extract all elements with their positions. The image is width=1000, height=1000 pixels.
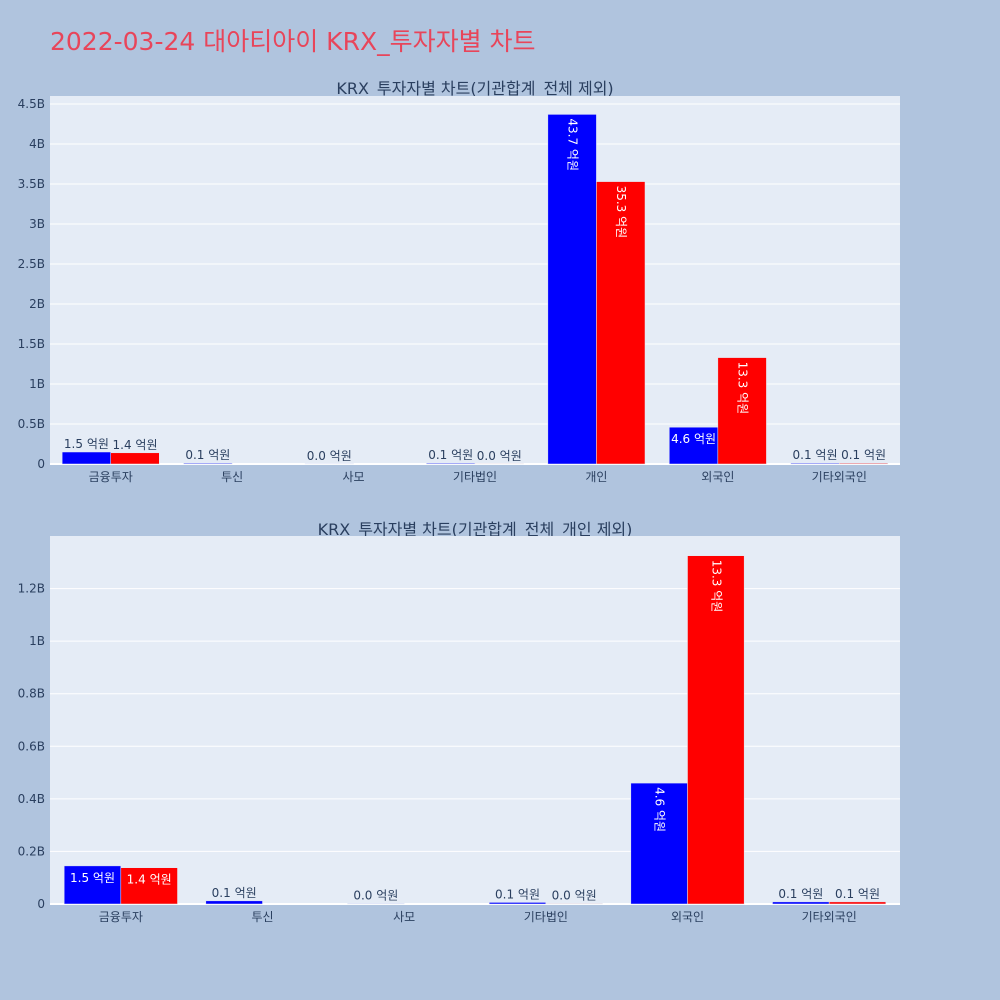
- bar: [839, 462, 889, 465]
- y-tick-label: 4B: [29, 137, 45, 151]
- bar: [687, 555, 745, 905]
- data-label: 1.5 억원: [70, 871, 115, 885]
- data-label: 13.3 억원: [736, 362, 750, 415]
- x-tick-label: 개인: [585, 470, 607, 484]
- bar: [717, 357, 767, 465]
- bar: [120, 867, 178, 905]
- data-label: 0.0 억원: [307, 449, 352, 463]
- bar: [828, 901, 887, 905]
- data-label: 0.1 억원: [778, 887, 823, 901]
- x-tick-label: 기타외국인: [812, 470, 867, 484]
- data-label: 0.1 억원: [793, 448, 838, 462]
- bar: [205, 900, 263, 905]
- x-tick-label: 투신: [251, 910, 273, 924]
- x-tick-label: 기타법인: [524, 910, 568, 924]
- x-tick-label: 사모: [343, 470, 365, 484]
- data-label: 0.0 억원: [552, 888, 597, 902]
- y-tick-label: 0.4B: [18, 792, 45, 806]
- data-label: 0.1 억원: [212, 886, 257, 900]
- y-tick-label: 3.5B: [18, 177, 45, 191]
- data-label: 4.6 억원: [653, 787, 667, 832]
- y-tick-label: 2B: [29, 297, 45, 311]
- data-label: 0.0 억원: [353, 888, 398, 902]
- bar: [110, 452, 160, 465]
- x-tick-label: 사모: [393, 910, 415, 924]
- chart-all-investors: KRX_투자자별 차트(기관합계_전체 제외) 0 0.5B 1B 1.5B 2B 2.5B…: [18, 79, 900, 484]
- x-tick-label: 기타법인: [453, 470, 497, 484]
- bar: [63, 865, 122, 905]
- plot-area: [50, 536, 900, 904]
- x-tick-label: 투신: [221, 470, 243, 484]
- data-label: 0.1 억원: [835, 887, 880, 901]
- data-label: 43.7 억원: [566, 118, 580, 171]
- bar: [545, 903, 603, 905]
- y-tick-label: 0.6B: [18, 739, 45, 753]
- y-tick-label: 0: [37, 457, 45, 471]
- y-tick-label: 0.5B: [18, 417, 45, 431]
- data-label: 13.3 억원: [709, 560, 723, 613]
- y-tick-label: 1.5B: [18, 337, 45, 351]
- chart-title: KRX_투자자별 차트(기관합계_전체 제외): [336, 79, 613, 99]
- y-tick-label: 1B: [29, 634, 45, 648]
- y-tick-label: 1B: [29, 377, 45, 391]
- y-tick-label: 0: [37, 897, 45, 911]
- x-tick-label: 기타외국인: [802, 910, 857, 924]
- x-tick-label: 외국인: [701, 470, 734, 484]
- bar: [596, 181, 646, 465]
- x-tick-label: 금융투자: [89, 470, 133, 484]
- data-label: 4.6 억원: [671, 432, 716, 446]
- data-label: 0.1 억원: [495, 887, 540, 901]
- y-tick-label: 1.2B: [18, 582, 45, 596]
- bar: [772, 901, 830, 905]
- y-tick-label: 0.2B: [18, 844, 45, 858]
- data-label: 0.1 억원: [841, 448, 886, 462]
- y-tick-label: 0.8B: [18, 687, 45, 701]
- y-tick-label: 2.5B: [18, 257, 45, 271]
- bar: [183, 462, 233, 465]
- bar: [488, 902, 547, 905]
- page-title: 2022-03-24 대아티아이 KRX_투자자별 차트: [50, 27, 536, 56]
- y-tick-label: 4.5B: [18, 97, 45, 111]
- data-label: 35.3 억원: [614, 186, 628, 239]
- data-label: 0.1 억원: [428, 448, 473, 462]
- bar: [347, 903, 405, 905]
- bar: [630, 782, 688, 905]
- data-label: 1.4 억원: [113, 438, 158, 452]
- x-tick-label: 외국인: [671, 910, 704, 924]
- y-tick-label: 3B: [29, 217, 45, 231]
- chart-title: KRX_투자자별 차트(기관합계_전체_개인 제외): [318, 520, 633, 540]
- data-label: 1.5 억원: [64, 437, 109, 451]
- bar: [669, 426, 719, 465]
- bar: [547, 114, 597, 465]
- data-label: 1.4 억원: [127, 873, 172, 887]
- data-label: 0.0 억원: [477, 449, 522, 463]
- x-tick-label: 금융투자: [99, 910, 143, 924]
- data-label: 0.1 억원: [185, 448, 230, 462]
